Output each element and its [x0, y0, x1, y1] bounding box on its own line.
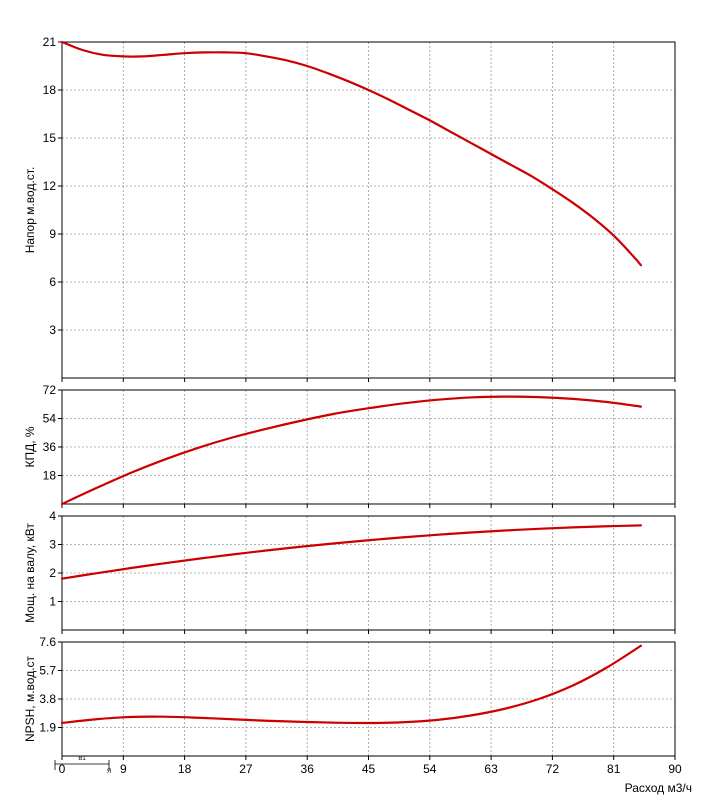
- panel-power-frame: [61, 515, 676, 631]
- x-tick-label: 54: [423, 762, 437, 776]
- panel-npsh-curve: [60, 644, 643, 725]
- panel-head-ytick-label: 9: [49, 227, 56, 241]
- panel-efficiency-ytick-label: 18: [43, 469, 57, 483]
- panel-power-curve: [60, 524, 643, 580]
- panel-head-y-axis-label: Напор м.вод.ст.: [23, 167, 37, 254]
- panel-efficiency-curve: [60, 395, 643, 506]
- panel-head-ytick-label: 15: [43, 131, 57, 145]
- panel-power-ytick-label: 4: [49, 509, 56, 523]
- x-tick-label: 18: [178, 762, 192, 776]
- x-tick-label: 63: [484, 762, 498, 776]
- panel-efficiency-frame: [61, 389, 676, 505]
- panel-head-ytick-label: 12: [43, 179, 57, 193]
- panel-efficiency-y-axis-label: КПД, %: [23, 426, 37, 467]
- panel-head-ytick-label: 18: [43, 83, 57, 97]
- panel-efficiency-ytick-label: 36: [43, 440, 57, 454]
- panel-npsh-ytick-label: 7.6: [39, 635, 56, 649]
- panel-power-ytick-label: 3: [49, 538, 56, 552]
- panel-power-y-axis-label: Мощ. на валу, кВт: [23, 523, 37, 623]
- panel-power-ytick-label: 2: [49, 566, 56, 580]
- x-tick-label: 0: [59, 762, 66, 776]
- x-tick-label: 72: [546, 762, 560, 776]
- legend-marker: В1 Я: [54, 756, 111, 775]
- x-tick-label: 27: [239, 762, 253, 776]
- panel-efficiency: 18 36 54 72 КПД, %: [23, 383, 676, 508]
- panel-npsh-ytick-label: 1.9: [39, 721, 56, 735]
- x-tick-label: 81: [607, 762, 621, 776]
- panel-head-frame: [61, 41, 676, 379]
- x-tick-label: 45: [362, 762, 376, 776]
- panel-efficiency-ytick-label: 54: [43, 412, 57, 426]
- panel-head-curve: [60, 40, 643, 267]
- x-tick-label: 36: [301, 762, 315, 776]
- x-axis-label: Расход м3/ч: [625, 781, 692, 795]
- panel-npsh-y-axis-label: NPSH, м.вод.ст: [23, 655, 37, 742]
- panel-head-ytick-label: 3: [49, 323, 56, 337]
- legend-marker-sublabel: Я: [107, 769, 111, 775]
- x-tick-label: 90: [668, 762, 682, 776]
- panel-head-ytick-label: 21: [43, 35, 57, 49]
- panel-efficiency-ytick-label: 72: [43, 383, 57, 397]
- panel-power: 1 2 3 4 Мощ. на валу, кВт: [23, 509, 676, 634]
- x-axis: Расход м3/ч 0 9 18 27 36 45 54 63 72 81 90: [59, 762, 692, 795]
- x-tick-label: 9: [120, 762, 127, 776]
- legend-marker-label: В1: [78, 756, 86, 762]
- panel-npsh-ytick-label: 5.7: [39, 664, 56, 678]
- panel-npsh-ytick-label: 3.8: [39, 692, 56, 706]
- panel-npsh-frame: [61, 641, 676, 757]
- panel-head-ytick-label: 6: [49, 275, 56, 289]
- panel-power-ytick-label: 1: [49, 595, 56, 609]
- panel-head: 3 6 9 12 15 18 21 Напор м.вод.ст.: [23, 35, 676, 382]
